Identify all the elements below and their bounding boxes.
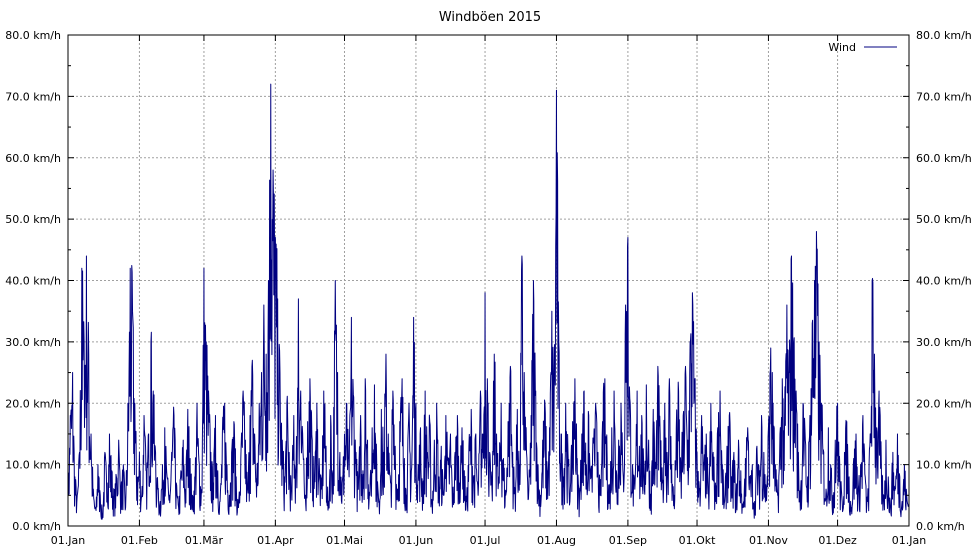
y-tick-label-left: 20.0 km/h (5, 397, 61, 410)
x-tick-label: 01.Sep (609, 534, 647, 547)
x-tick-label: 01.Mär (185, 534, 224, 547)
x-tick-label: 01.Jun (399, 534, 434, 547)
y-tick-label-right: 60.0 km/h (916, 152, 972, 165)
x-tick-label: 01.Jan (51, 534, 85, 547)
x-tick-label: 01.Feb (121, 534, 158, 547)
y-tick-label-right: 20.0 km/h (916, 397, 972, 410)
x-tick-label: 01.Dez (818, 534, 857, 547)
chart-title: Windböen 2015 (439, 10, 541, 25)
y-tick-label-left: 0.0 km/h (12, 520, 61, 533)
y-tick-label-right: 70.0 km/h (916, 90, 972, 103)
y-tick-label-left: 80.0 km/h (5, 29, 61, 42)
y-tick-label-right: 0.0 km/h (916, 520, 965, 533)
legend-label-wind: Wind (828, 41, 856, 54)
y-tick-label-right: 50.0 km/h (916, 213, 972, 226)
y-tick-label-right: 10.0 km/h (916, 459, 972, 472)
x-tick-label: 01.Okt (679, 534, 717, 547)
x-tick-label: 01.Apr (257, 534, 294, 547)
x-tick-label: 01.Nov (749, 534, 788, 547)
y-tick-label-left: 30.0 km/h (5, 336, 61, 349)
series-line-wind (67, 83, 910, 520)
series-layer (67, 83, 910, 520)
y-tick-label-left: 10.0 km/h (5, 459, 61, 472)
x-tick-label: 01.Mai (326, 534, 363, 547)
x-tick-label: 01.Jul (470, 534, 501, 547)
y-tick-label-left: 50.0 km/h (5, 213, 61, 226)
y-tick-label-right: 30.0 km/h (916, 336, 972, 349)
y-tick-label-left: 60.0 km/h (5, 152, 61, 165)
y-tick-label-left: 70.0 km/h (5, 90, 61, 103)
y-tick-label-left: 40.0 km/h (5, 275, 61, 288)
x-tick-label: 01.Aug (537, 534, 576, 547)
y-tick-label-right: 80.0 km/h (916, 29, 972, 42)
legend: Wind (828, 41, 897, 54)
y-tick-label-right: 40.0 km/h (916, 275, 972, 288)
x-tick-label: 01.Jan (892, 534, 926, 547)
axis-tick-labels: 0.0 km/h 0.0 km/h 10.0 km/h 10.0 km/h 20.0 k… (5, 29, 972, 547)
axis-ticks (67, 34, 910, 527)
